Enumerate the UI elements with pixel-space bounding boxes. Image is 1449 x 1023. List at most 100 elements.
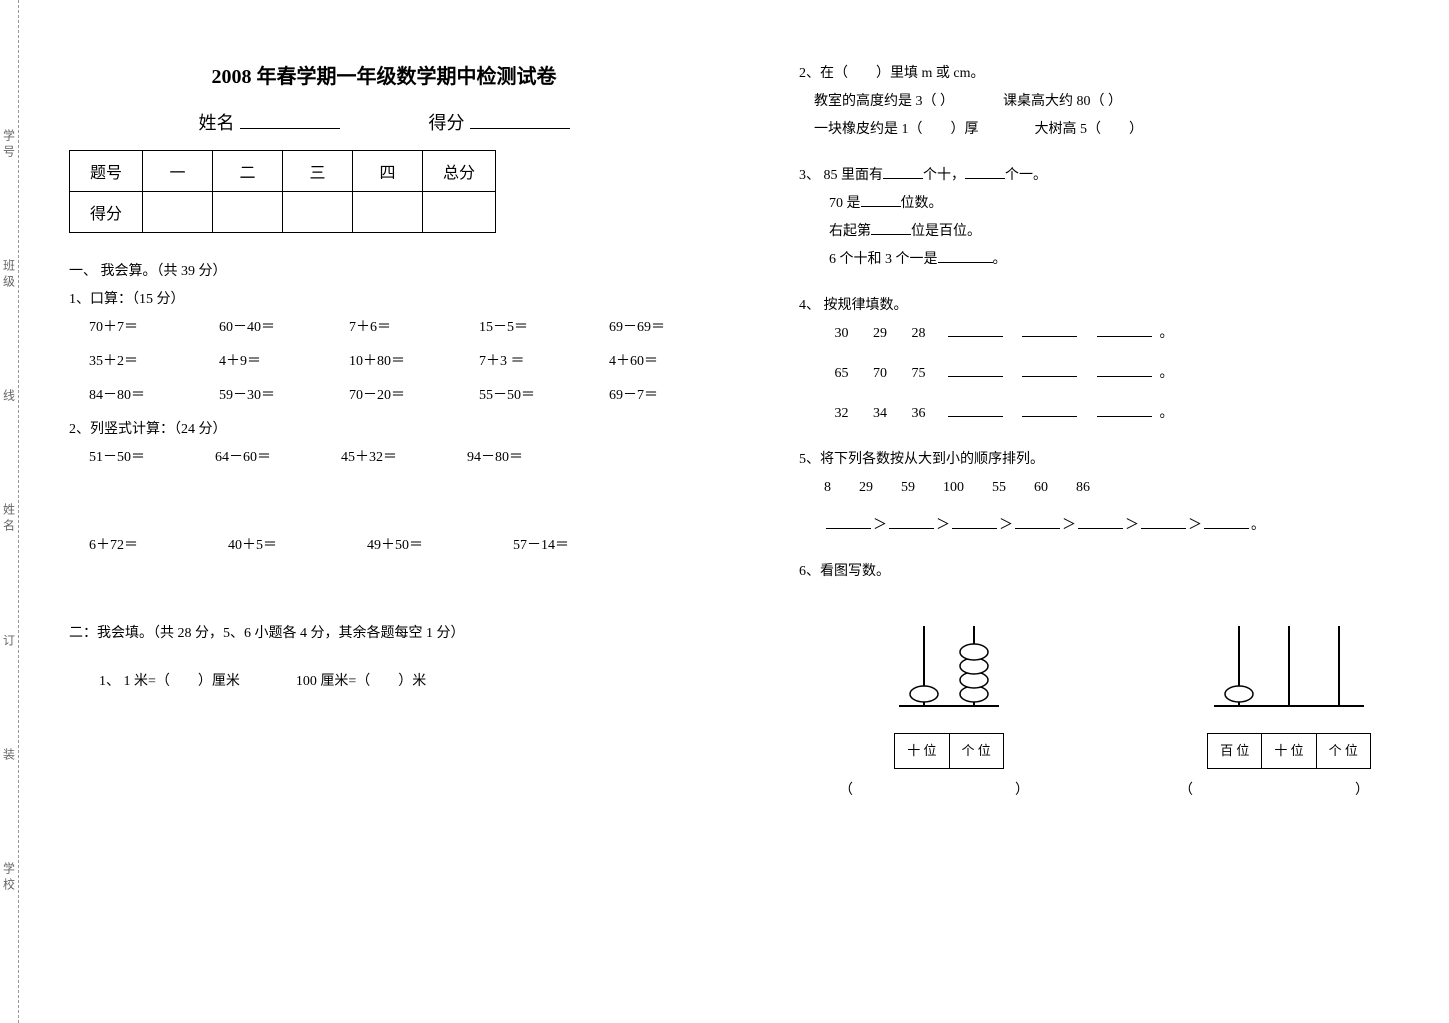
blank [1022,336,1077,337]
q5-text: 5、将下列各数按从大到小的顺序排列。 [799,446,1399,474]
seq-row: 65 70 75 。 [824,360,1399,388]
blank [1022,376,1077,377]
exam-title: 2008 年春学期一年级数学期中检测试卷 [69,60,699,89]
expr: 64－60＝ [215,444,271,472]
blank [826,528,871,529]
name-score-row: 姓名 得分 [69,109,699,135]
place-cell: 个 位 [950,734,1003,768]
cell: 得分 [70,192,143,233]
blank [1097,336,1152,337]
sub-heading: 1、口算：（15 分） [69,286,699,314]
abacus-area: 十 位 个 位 （ ） 百 位 十 位 个 位 （ [839,606,1399,805]
num: 30 [824,320,859,348]
spine-label: 学校 [1,862,18,894]
q3-mid: 个十， [923,168,965,183]
calc-row: 6＋72＝ 40＋5＝ 49＋50＝ 57－14＝ [89,532,699,560]
expr: 49＋50＝ [367,532,423,560]
q2a-pre: 教室的高度约是 3（ [814,94,937,109]
num: 34 [863,400,898,428]
expr: 55－50＝ [479,382,569,410]
num: 75 [901,360,936,388]
expr: 59－30＝ [219,382,309,410]
expr: 69－7＝ [609,382,699,410]
gt: ＞ [1062,518,1076,533]
spine-label: 学号 [1,129,18,161]
place-cell: 百 位 [1208,734,1262,768]
blank [861,206,901,207]
blank [1015,528,1060,529]
sub-heading: 2、列竖式计算：（24 分） [69,416,699,444]
calc-row: 84－80＝ 59－30＝ 70－20＝ 55－50＝ 69－7＝ [89,382,699,410]
abacus-3col: 百 位 十 位 个 位 （ ） [1179,606,1399,805]
gt: ＞ [999,518,1013,533]
q5-nums: 8 29 59 100 55 60 86 [824,474,1399,502]
q2a-end: ） [1108,94,1122,109]
place-row: 百 位 十 位 个 位 [1207,733,1371,769]
blank [952,528,997,529]
expr: 51－50＝ [89,444,145,472]
q2-text: 2、在（ ）里填 m 或 cm。 [799,60,1399,88]
gt: ＞ [1188,518,1202,533]
section-heading: 一、 我会算。（共 39 分） [69,258,699,286]
blank [1078,528,1123,529]
expr: 94－80＝ [467,444,523,472]
expr: 69－69＝ [609,314,699,342]
spine-label: 订 [1,634,18,650]
calc-row: 35＋2＝ 4＋9＝ 10＋80＝ 7＋3 ＝ 4＋60＝ [89,348,699,376]
blank [1141,528,1186,529]
q2a-mid: ） 课桌高大约 80（ [940,94,1105,109]
spine-label: 姓名 [1,503,18,535]
right-page: 2、在（ ）里填 m 或 cm。 教室的高度约是 3（ ） 课桌高大约 80（ … [749,0,1449,1023]
blank [883,178,923,179]
num: 36 [901,400,936,428]
binding-spine: 学号 班级 线 姓名 订 装 学校 [0,0,19,1023]
q3-end: 个一。 [1005,168,1047,183]
abacus-icon [1204,606,1374,716]
cell: 四 [353,151,423,192]
expr: 45＋32＝ [341,444,397,472]
name-blank [240,128,340,129]
expr: 40＋5＝ [228,532,277,560]
cell: 三 [283,151,353,192]
score-label: 得分 [429,113,465,133]
abacus-2col: 十 位 个 位 （ ） [839,606,1059,805]
cell: 总分 [423,151,496,192]
blank [1204,528,1249,529]
cell: 题号 [70,151,143,192]
expr: 4＋9＝ [219,348,309,376]
q3c-pre: 6 个十和 3 个一是 [829,252,938,267]
blank [938,262,993,263]
expr: 84－80＝ [89,382,179,410]
blank [965,178,1005,179]
place-cell: 十 位 [895,734,949,768]
q3a-pre: 70 是 [829,196,861,211]
q2: 2、在（ ）里填 m 或 cm。 教室的高度约是 3（ ） 课桌高大约 80（ … [799,60,1399,144]
num: 70 [863,360,898,388]
expr: 6＋72＝ [89,532,138,560]
score-table: 题号 一 二 三 四 总分 得分 [69,150,496,233]
order-line: ＞＞＞＞＞＞。 [824,512,1399,540]
q3-pre: 3、 85 里面有 [799,168,883,183]
blank [1022,416,1077,417]
spine-label: 班级 [1,259,18,291]
spine-label: 线 [1,389,18,405]
calc-row: 70＋7＝ 60－40＝ 7＋6＝ 15－5＝ 69－69＝ [89,314,699,342]
q2b: 一块橡皮约是 1（ ）厚 大树高 5（ ） [814,116,1399,144]
expr: 70＋7＝ [89,314,179,342]
cell: 二 [213,151,283,192]
expr: 60－40＝ [219,314,309,342]
q6-text: 6、看图写数。 [799,558,1399,586]
place-cell: 十 位 [1262,734,1316,768]
spine-label: 装 [1,748,18,764]
expr: 7＋6＝ [349,314,439,342]
place-cell: 个 位 [1317,734,1370,768]
q6: 6、看图写数。 十 位 个 位 （ ） [799,558,1399,805]
answer-paren: （ ） [839,777,1059,805]
q4-text: 4、 按规律填数。 [799,292,1399,320]
blank [948,376,1003,377]
blank [948,416,1003,417]
score-blank [470,128,570,129]
expr: 35＋2＝ [89,348,179,376]
expr: 10＋80＝ [349,348,439,376]
table-row: 题号 一 二 三 四 总分 [70,151,496,192]
